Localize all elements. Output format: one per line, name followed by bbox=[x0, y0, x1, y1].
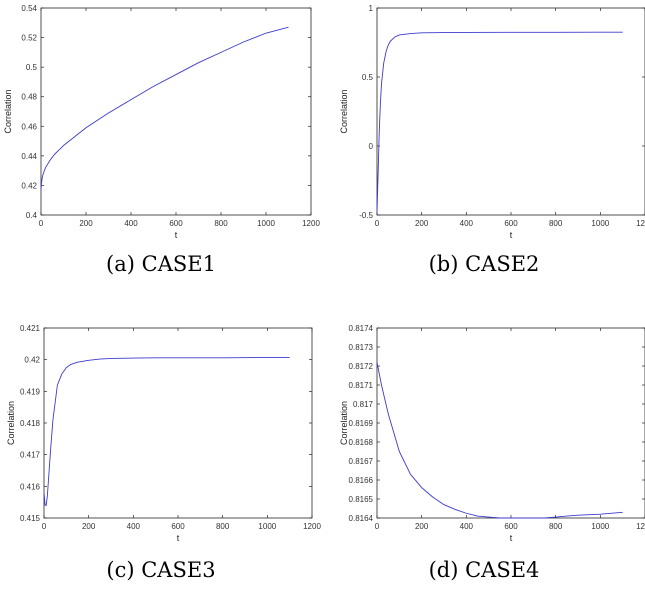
chart-panel-case3: 0 200 400 600 800 1000 1200 0.415 0.416 0.417 0.41… bbox=[0, 303, 322, 606]
x-tick-label: 200 bbox=[415, 219, 429, 228]
x-tick-label: 1000 bbox=[257, 219, 275, 228]
y-tick-label: 0.5 bbox=[362, 73, 374, 82]
y-tick-label: 0.54 bbox=[21, 4, 37, 13]
y-tick-label: 0.8173 bbox=[349, 343, 374, 352]
x-tick-label: 400 bbox=[127, 522, 141, 531]
y-tick-label: -0.5 bbox=[359, 211, 373, 220]
y-tick-label: 1 bbox=[369, 4, 374, 13]
x-tick-label: 400 bbox=[460, 522, 474, 531]
plot-case2: 020040060080010001200-0.500.51tCorrelati… bbox=[339, 4, 645, 240]
y-tick-label: 0.416 bbox=[20, 482, 41, 491]
y-axis-label: Correlation bbox=[339, 89, 349, 133]
y-tick-label: 0.418 bbox=[20, 419, 41, 428]
y-tick-label: 0.419 bbox=[20, 387, 41, 396]
x-tick-label: 800 bbox=[214, 219, 228, 228]
x-axis-label: t bbox=[510, 533, 513, 543]
y-tick-label: 0.8169 bbox=[349, 419, 374, 428]
plot-case4: 0 200 400 600 800 1000 1200 0.8164 0.8165 0.8166 0… bbox=[339, 324, 645, 543]
y-axis-label: Correlation bbox=[339, 401, 349, 445]
y-tick-label: 0.46 bbox=[21, 122, 37, 131]
caption-case2: (b) CASE2 bbox=[428, 252, 540, 276]
x-tick-label: 600 bbox=[171, 522, 185, 531]
y-tick-label: 0.42 bbox=[24, 356, 40, 365]
series-line bbox=[40, 26, 289, 190]
y-tick-label: 0.42 bbox=[21, 181, 37, 190]
caption-case4: (d) CASE4 bbox=[428, 558, 540, 582]
caption-case1: (a) CASE1 bbox=[106, 252, 216, 276]
x-axis-label: t bbox=[175, 230, 178, 240]
caption-case3: (c) CASE3 bbox=[106, 558, 216, 582]
x-tick-label: 0 bbox=[375, 522, 380, 531]
x-tick-label: 600 bbox=[169, 219, 183, 228]
x-tick-label: 400 bbox=[460, 219, 474, 228]
series-line bbox=[376, 31, 623, 213]
plot-case3: 0 200 400 600 800 1000 1200 0.415 0.416 0.417 0.41… bbox=[6, 324, 321, 543]
x-tick-label: 1200 bbox=[302, 219, 320, 228]
x-tick-label: 0 bbox=[42, 522, 47, 531]
axes-box bbox=[43, 327, 313, 519]
x-tick-label: 800 bbox=[549, 522, 563, 531]
y-tick-label: 0.415 bbox=[20, 514, 41, 523]
x-tick-label: 600 bbox=[504, 522, 518, 531]
x-tick-label: 1200 bbox=[303, 522, 321, 531]
x-tick-label: 1000 bbox=[258, 522, 276, 531]
y-tick-label: 0.8174 bbox=[349, 324, 374, 333]
y-tick-label: 0.8172 bbox=[349, 362, 374, 371]
y-tick-label: 0.4 bbox=[26, 211, 38, 220]
y-tick-label: 0.8165 bbox=[349, 495, 374, 504]
y-tick-label: 0.8171 bbox=[349, 381, 374, 390]
axes-box bbox=[40, 7, 312, 216]
chart-panel-case1: 0 200 400 600 800 1000 1200 0.4 0.42 0.44 0.46 0.48… bbox=[0, 0, 322, 303]
x-tick-label: 400 bbox=[124, 219, 138, 228]
plot-case1: 0 200 400 600 800 1000 1200 0.4 0.42 0.44 0.46 0.48… bbox=[3, 4, 320, 240]
x-tick-label: 800 bbox=[549, 219, 563, 228]
axes-box bbox=[376, 327, 645, 519]
y-tick-label: 0.8167 bbox=[349, 457, 374, 466]
y-tick-label: 0.44 bbox=[21, 152, 37, 161]
x-tick-label: 800 bbox=[216, 522, 230, 531]
y-tick-label: 0.8166 bbox=[349, 476, 374, 485]
x-tick-label: 200 bbox=[415, 522, 429, 531]
axes-box bbox=[376, 7, 645, 216]
y-axis-label: Correlation bbox=[3, 89, 13, 133]
x-tick-label: 1200 bbox=[636, 219, 645, 228]
chart-panel-case2: 020040060080010001200-0.500.51tCorrelati… bbox=[323, 0, 645, 303]
x-tick-label: 200 bbox=[79, 219, 93, 228]
x-tick-label: 200 bbox=[82, 522, 96, 531]
x-tick-label: 0 bbox=[39, 219, 44, 228]
x-tick-label: 1000 bbox=[591, 522, 609, 531]
x-tick-label: 1200 bbox=[636, 522, 645, 531]
x-axis-label: t bbox=[177, 533, 180, 543]
y-tick-label: 0.5 bbox=[26, 63, 38, 72]
y-tick-label: 0.48 bbox=[21, 93, 37, 102]
series-line bbox=[43, 357, 290, 506]
series-line bbox=[376, 362, 623, 519]
y-tick-label: 0.421 bbox=[20, 324, 41, 333]
y-tick-label: 0.52 bbox=[21, 34, 37, 43]
y-tick-label: 0 bbox=[369, 142, 374, 151]
x-tick-label: 600 bbox=[504, 219, 518, 228]
x-tick-label: 1000 bbox=[591, 219, 609, 228]
y-tick-label: 0.817 bbox=[353, 400, 374, 409]
y-tick-label: 0.417 bbox=[20, 451, 41, 460]
y-tick-label: 0.8164 bbox=[349, 514, 374, 523]
chart-panel-case4: 0 200 400 600 800 1000 1200 0.8164 0.8165 0.8166 0… bbox=[323, 303, 645, 606]
x-tick-label: 0 bbox=[375, 219, 380, 228]
x-axis-label: t bbox=[510, 230, 513, 240]
y-axis-label: Correlation bbox=[6, 401, 16, 445]
y-tick-label: 0.8168 bbox=[349, 438, 374, 447]
